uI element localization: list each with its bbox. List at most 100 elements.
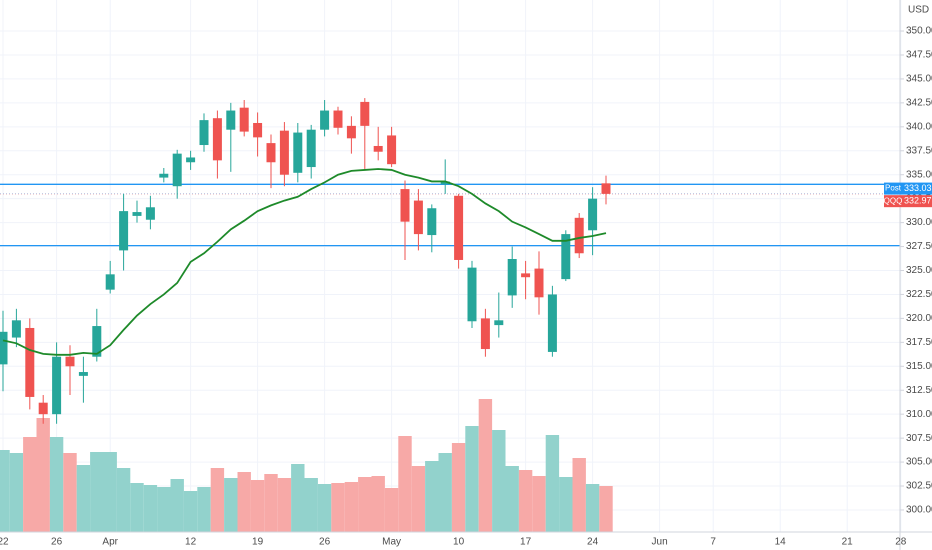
candle-body (145, 207, 155, 220)
volume-bar (438, 453, 452, 532)
volume-bar (23, 437, 37, 532)
candle-body (507, 259, 517, 296)
volume-bar (317, 484, 332, 532)
volume-bar (505, 466, 519, 532)
volume-bar (532, 476, 546, 532)
y-tick-label: 302.50 (906, 481, 932, 492)
volume-bar (197, 487, 211, 532)
volume-bar (545, 435, 560, 532)
volume-bar (585, 484, 600, 532)
volume-layer (0, 399, 613, 532)
volume-bar (304, 478, 318, 532)
volume-bar (465, 426, 479, 532)
price-name: Post (885, 184, 902, 193)
volume-bar (63, 453, 77, 532)
y-tick-label: 330.00 (906, 217, 932, 228)
candle-body (11, 320, 21, 338)
volume-bar (9, 453, 24, 532)
candle-body (92, 326, 102, 357)
volume-bar (572, 458, 586, 532)
price-value-box (902, 182, 932, 195)
price-value: 332.97 (904, 196, 932, 206)
volume-bar (103, 452, 117, 532)
y-tick-label: 327.50 (906, 241, 932, 252)
y-tick-label: 315.00 (906, 361, 932, 372)
y-tick-label: 317.50 (906, 337, 932, 348)
volume-bar (224, 478, 238, 532)
x-tick-label: Apr (102, 537, 118, 548)
candle-body (25, 327, 35, 397)
volume-bar (451, 443, 466, 532)
candle-body (480, 318, 490, 350)
volume-bar (36, 418, 50, 532)
y-tick-label: 310.00 (906, 409, 932, 420)
candle-body (320, 110, 330, 130)
candle-body (212, 118, 222, 161)
candle-body (561, 234, 571, 280)
volume-bar (143, 485, 158, 532)
y-tick-label: 325.00 (906, 265, 932, 276)
candle-body (266, 143, 276, 163)
candle-body (293, 132, 303, 173)
candles (0, 98, 611, 424)
x-tick-label: May (382, 537, 401, 548)
volume-bar (277, 478, 292, 532)
y-tick-label: 305.00 (906, 457, 932, 468)
volume-bar (210, 468, 225, 532)
candle-body (306, 129, 316, 168)
y-tick-label: 322.50 (906, 289, 932, 300)
volume-bar (358, 477, 372, 532)
candle-body (65, 356, 75, 367)
x-tick-label: 26 (319, 537, 331, 548)
volume-bar (411, 466, 426, 532)
candle-body (78, 372, 88, 376)
candle-body (360, 101, 370, 126)
candle-body (105, 274, 115, 290)
x-tick-label: 12 (185, 537, 197, 548)
x-tick-label: 21 (842, 537, 854, 548)
axes: 300.00 302.50 305.00 307.50 310.00 312.50 315.… (0, 26, 932, 548)
x-tick-label: 19 (252, 537, 264, 548)
candle-body (159, 173, 169, 178)
x-tick-label: 26 (51, 537, 63, 548)
x-tick-label: 14 (775, 537, 787, 548)
volume-bar (518, 470, 533, 532)
volume-bar (170, 479, 184, 532)
volume-bar (559, 477, 573, 532)
y-tick-label: 312.50 (906, 385, 932, 396)
candle-body (52, 356, 62, 415)
candle-body (239, 107, 249, 132)
volume-bar (599, 486, 613, 532)
candle-body (253, 122, 263, 138)
moving-average (2, 168, 607, 356)
price-name-box (884, 182, 902, 195)
candle-body (387, 135, 397, 165)
x-tick-label: 10 (453, 537, 465, 548)
y-tick-label: 340.00 (906, 121, 932, 132)
x-tick-label: 28 (895, 537, 907, 548)
y-tick-label: 345.00 (906, 74, 932, 85)
price-name-box (884, 195, 902, 208)
candle-body (38, 402, 48, 415)
currency: USD (908, 5, 929, 16)
candle-body (521, 273, 531, 278)
candle-body (467, 267, 477, 322)
volume-bar (371, 476, 385, 532)
volume-bar (237, 472, 251, 532)
y-tick-label: 337.50 (906, 145, 932, 156)
candle-body (547, 294, 557, 352)
candle-body (427, 208, 437, 236)
grid (0, 0, 902, 532)
volume-bar (157, 487, 171, 532)
x-tick-label: 17 (520, 537, 532, 548)
volume-bar (398, 436, 412, 532)
price-lines (0, 183, 900, 247)
candle-body (0, 331, 8, 365)
volume-bar (250, 480, 265, 532)
volume-bar (90, 452, 104, 532)
candle-body (373, 145, 383, 152)
volume-bar (264, 474, 278, 532)
candle-body (534, 268, 544, 298)
